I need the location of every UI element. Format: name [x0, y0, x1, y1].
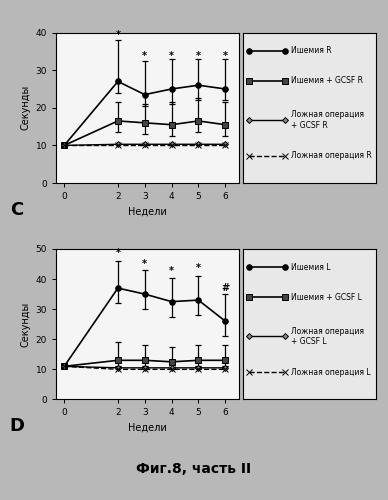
Ишемия + GCSF R: [196, 118, 201, 124]
Ишемия + GCSF L: [196, 358, 201, 364]
Ложная операция R: [142, 142, 147, 148]
Text: #: #: [221, 282, 229, 292]
Y-axis label: Секунды: Секунды: [20, 302, 30, 347]
Ишемия R: [223, 86, 228, 92]
Ложная операция L: [196, 366, 201, 372]
Text: Ишемия + GCSF L: Ишемия + GCSF L: [291, 292, 362, 302]
Ложная операция R: [169, 142, 174, 148]
Text: *: *: [223, 51, 228, 61]
Ложная операция L: [223, 366, 228, 372]
X-axis label: Недели: Недели: [128, 423, 167, 433]
Ложная операция
+ GCSF L: [223, 365, 228, 371]
Ишемия L: [196, 297, 201, 303]
Ложная операция
+ GCSF L: [116, 365, 120, 371]
Line: Ишемия + GCSF R: Ишемия + GCSF R: [61, 118, 228, 148]
Ишемия L: [223, 318, 228, 324]
Ишемия L: [116, 285, 120, 291]
Ишемия + GCSF R: [169, 122, 174, 128]
Line: Ишемия L: Ишемия L: [61, 286, 228, 369]
Text: Ишемия R: Ишемия R: [291, 46, 331, 55]
Ишемия R: [196, 82, 201, 88]
Ишемия + GCSF L: [169, 359, 174, 365]
Text: *: *: [115, 30, 120, 40]
Ложная операция + GCSF R: [223, 142, 228, 148]
Ишемия R: [142, 92, 147, 98]
Ишемия + GCSF R: [116, 118, 120, 124]
Text: Ложная операция L: Ложная операция L: [291, 368, 371, 377]
Ложная операция
+ GCSF L: [169, 365, 174, 371]
Ишемия R: [116, 78, 120, 84]
Ложная операция R: [116, 142, 120, 148]
Text: *: *: [196, 51, 201, 61]
Ложная операция
+ GCSF L: [62, 364, 67, 370]
Line: Ложная операция R: Ложная операция R: [61, 142, 228, 148]
Ишемия + GCSF L: [116, 358, 120, 364]
Line: Ложная операция + GCSF R: Ложная операция + GCSF R: [62, 142, 227, 148]
Ложная операция
+ GCSF L: [196, 365, 201, 371]
Ишемия + GCSF R: [223, 122, 228, 128]
Text: *: *: [115, 248, 120, 258]
Line: Ложная операция
+ GCSF L: Ложная операция + GCSF L: [62, 364, 227, 370]
Ишемия + GCSF L: [142, 358, 147, 364]
Line: Ишемия R: Ишемия R: [61, 78, 228, 148]
Line: Ишемия + GCSF L: Ишемия + GCSF L: [61, 358, 228, 369]
Ишемия R: [62, 142, 67, 148]
Text: *: *: [169, 51, 174, 61]
Ложная операция + GCSF R: [62, 142, 67, 148]
Text: *: *: [196, 263, 201, 273]
Ложная операция L: [116, 366, 120, 372]
Ишемия + GCSF R: [62, 142, 67, 148]
Text: D: D: [10, 418, 25, 436]
Ишемия L: [62, 364, 67, 370]
Text: *: *: [142, 51, 147, 61]
Ложная операция R: [62, 142, 67, 148]
Ишемия + GCSF L: [62, 364, 67, 370]
Ишемия L: [169, 298, 174, 304]
Text: Ишемия + GCSF R: Ишемия + GCSF R: [291, 76, 363, 85]
Ложная операция R: [223, 142, 228, 148]
Line: Ложная операция L: Ложная операция L: [61, 364, 228, 372]
Ложная операция + GCSF R: [116, 142, 120, 148]
Y-axis label: Секунды: Секунды: [20, 85, 30, 130]
Ложная операция
+ GCSF L: [142, 365, 147, 371]
Text: *: *: [169, 266, 174, 276]
Ишемия R: [169, 86, 174, 92]
Ложная операция L: [142, 366, 147, 372]
Ишемия + GCSF L: [223, 358, 228, 364]
Text: *: *: [142, 258, 147, 268]
Text: Ишемия L: Ишемия L: [291, 262, 330, 272]
Ложная операция L: [169, 366, 174, 372]
Ложная операция + GCSF R: [196, 142, 201, 148]
Text: Ложная операция
+ GCSF R: Ложная операция + GCSF R: [291, 110, 364, 130]
Ложная операция + GCSF R: [142, 142, 147, 148]
Text: Ложная операция R: Ложная операция R: [291, 152, 371, 160]
Text: Фиг.8, часть II: Фиг.8, часть II: [137, 462, 251, 476]
Ишемия L: [142, 291, 147, 297]
Ложная операция R: [196, 142, 201, 148]
Text: C: C: [10, 201, 23, 219]
Ложная операция + GCSF R: [169, 142, 174, 148]
Ишемия + GCSF R: [142, 120, 147, 126]
Text: Ложная операция
+ GCSF L: Ложная операция + GCSF L: [291, 326, 364, 346]
X-axis label: Недели: Недели: [128, 206, 167, 216]
Ложная операция L: [62, 364, 67, 370]
